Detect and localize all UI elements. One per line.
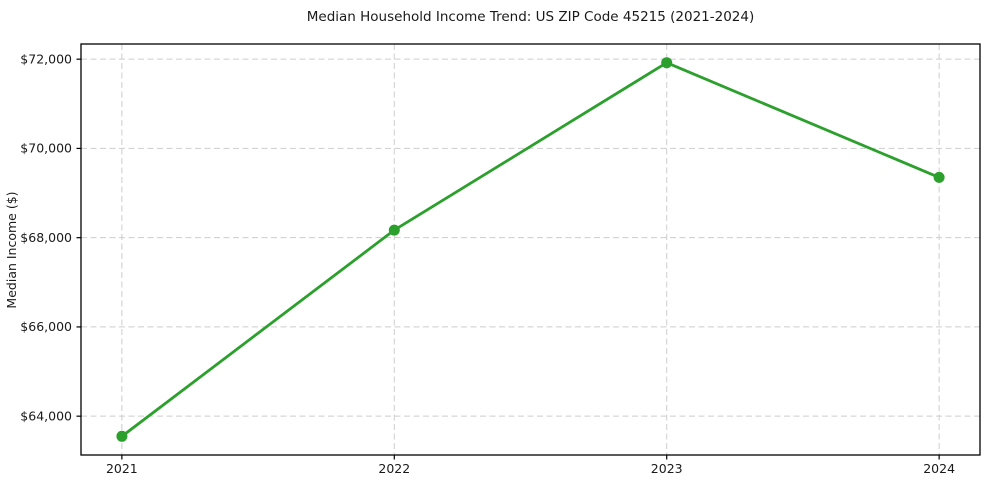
trend-line — [120, 61, 941, 438]
gridlines — [81, 44, 980, 455]
plot-border — [80, 43, 981, 456]
x-tick-label: 2023 — [651, 461, 683, 476]
y-tick-label: $64,000 — [20, 408, 72, 423]
chart-title: Median Household Income Trend: US ZIP Co… — [307, 9, 755, 25]
data-point-marker — [661, 57, 673, 69]
tick-marks-and-labels: 2021 2022 2023 2024 $64,000 $66,000 $68,000 $70… — [20, 51, 955, 476]
y-axis-label: Median Income ($) — [4, 191, 19, 308]
axes-box — [80, 43, 981, 456]
y-tick-label: $72,000 — [20, 51, 72, 66]
x-tick-label: 2022 — [378, 461, 410, 476]
x-tick-label: 2024 — [923, 461, 955, 476]
x-tick-label: 2021 — [106, 461, 138, 476]
data-series — [116, 57, 945, 442]
y-tick-label: $68,000 — [20, 230, 72, 245]
y-tick-label: $70,000 — [20, 141, 72, 156]
data-point-marker — [116, 430, 128, 442]
data-point-marker — [933, 171, 945, 183]
data-point-marker — [388, 224, 400, 236]
y-tick-label: $66,000 — [20, 319, 72, 334]
